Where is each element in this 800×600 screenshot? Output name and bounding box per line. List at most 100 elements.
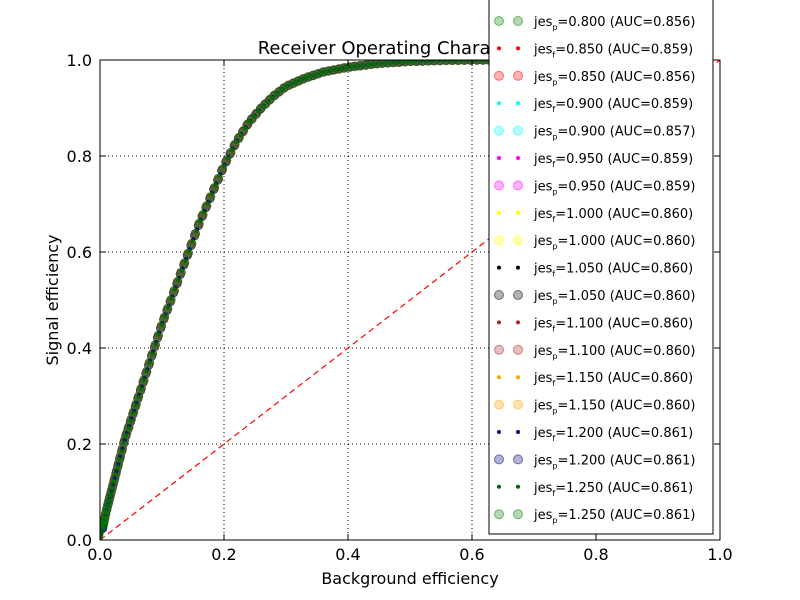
legend-marker: [494, 344, 504, 355]
data-point: [144, 358, 155, 368]
data-point: [150, 340, 160, 350]
legend-marker: [516, 46, 520, 51]
x-tick-label: 0.8: [583, 545, 608, 564]
legend-label: jesf=1.100 (AUC=0.860): [533, 316, 693, 333]
legend-marker: [494, 399, 504, 410]
legend-marker: [494, 16, 504, 26]
legend-marker: [497, 46, 501, 51]
legend-marker: [516, 265, 520, 270]
data-point: [156, 321, 166, 331]
data-point: [134, 391, 144, 401]
legend-label: jesp=1.200 (AUC=0.861): [533, 453, 695, 470]
x-axis-title: Background efficiency: [321, 569, 498, 588]
legend-label: jesf=1.000 (AUC=0.860): [533, 207, 693, 224]
data-point: [147, 349, 157, 359]
data-point: [176, 267, 186, 277]
data-point: [136, 383, 146, 393]
legend-marker: [494, 70, 504, 81]
y-axis-title: Signal efficiency: [43, 234, 62, 365]
legend-marker: [494, 235, 504, 246]
legend-marker: [494, 180, 504, 191]
legend-label: jesf=1.200 (AUC=0.861): [533, 426, 693, 443]
data-point: [202, 201, 212, 211]
y-tick-label: 1.0: [67, 51, 92, 70]
legend-marker: [497, 320, 501, 325]
legend-marker: [494, 290, 504, 300]
legend-marker: [513, 454, 523, 465]
legend-label: jesp=0.950 (AUC=0.859): [533, 179, 695, 196]
legend-label: jesp=1.000 (AUC=0.860): [533, 234, 695, 251]
legend-marker: [494, 509, 504, 520]
y-tick-label: 0.2: [67, 435, 92, 454]
legend-marker: [513, 235, 523, 246]
legend-marker: [497, 156, 501, 160]
data-point: [131, 399, 141, 409]
data-point: [217, 164, 228, 174]
y-tick-label: 0.8: [67, 147, 92, 166]
legend-marker: [497, 484, 501, 489]
data-point: [163, 303, 173, 314]
data-point: [166, 295, 176, 305]
data-point: [129, 407, 139, 417]
legend-label: jesf=1.150 (AUC=0.860): [533, 371, 693, 388]
data-point: [142, 366, 152, 377]
data-point: [113, 459, 124, 469]
data-point: [183, 248, 193, 258]
legend-label: jesf=0.900 (AUC=0.859): [533, 97, 693, 114]
legend-marker: [516, 430, 520, 434]
legend-marker: [513, 344, 523, 355]
legend-marker: [516, 484, 520, 489]
legend-marker: [513, 16, 523, 26]
legend-label: jesf=0.850 (AUC=0.859): [533, 42, 693, 59]
legend-marker: [516, 210, 520, 215]
legend-label: jesp=1.100 (AUC=0.860): [533, 344, 695, 361]
y-tick-label: 0.0: [67, 531, 92, 550]
legend-label: jesp=1.150 (AUC=0.860): [533, 399, 695, 416]
data-point: [205, 192, 216, 202]
data-point: [169, 286, 179, 296]
y-tick-label: 0.4: [67, 339, 92, 358]
legend-label: jesp=1.250 (AUC=0.861): [533, 508, 695, 525]
x-tick-label: 0.2: [211, 545, 236, 564]
legend-label: jesp=0.900 (AUC=0.857): [533, 125, 695, 142]
legend-marker: [494, 125, 504, 136]
legend-marker: [494, 454, 504, 465]
x-tick-label: 0.6: [459, 545, 484, 564]
legend-marker: [513, 290, 523, 300]
legend-marker: [497, 210, 501, 215]
legend-label: jesp=0.800 (AUC=0.856): [533, 15, 695, 32]
legend-marker: [497, 375, 501, 380]
legend-marker: [516, 101, 520, 106]
data-point: [198, 210, 208, 220]
legend-label: jesf=1.250 (AUC=0.861): [533, 481, 693, 498]
data-point: [213, 173, 224, 184]
data-point: [226, 147, 236, 158]
legend-marker: [513, 125, 523, 136]
legend-label: jesf=0.950 (AUC=0.859): [533, 152, 693, 169]
legend-marker: [516, 320, 520, 325]
data-point: [139, 375, 149, 385]
legend-marker: [513, 70, 523, 81]
legend-marker: [516, 375, 520, 380]
legend: jesp=0.800 (AUC=0.856) jesf=0.850 (AUC=0.…: [488, 0, 714, 535]
data-point: [190, 228, 200, 239]
legend-marker: [513, 180, 523, 191]
legend-label: jesf=1.050 (AUC=0.860): [533, 262, 693, 279]
legend-marker: [513, 399, 523, 410]
data-point: [194, 218, 204, 229]
legend-marker: [497, 265, 501, 270]
legend-marker: [497, 101, 501, 106]
data-point: [117, 443, 128, 454]
data-point: [153, 330, 163, 341]
legend-label: jesp=1.050 (AUC=0.860): [533, 289, 695, 306]
data-point: [159, 312, 170, 322]
y-tick-label: 0.6: [67, 243, 92, 262]
data-point: [209, 183, 220, 193]
legend-marker: [513, 509, 523, 520]
legend-marker: [497, 430, 501, 434]
x-tick-label: 0.4: [335, 545, 360, 564]
x-tick-label: 1.0: [707, 545, 732, 564]
data-point: [179, 258, 190, 268]
data-point: [221, 155, 232, 166]
